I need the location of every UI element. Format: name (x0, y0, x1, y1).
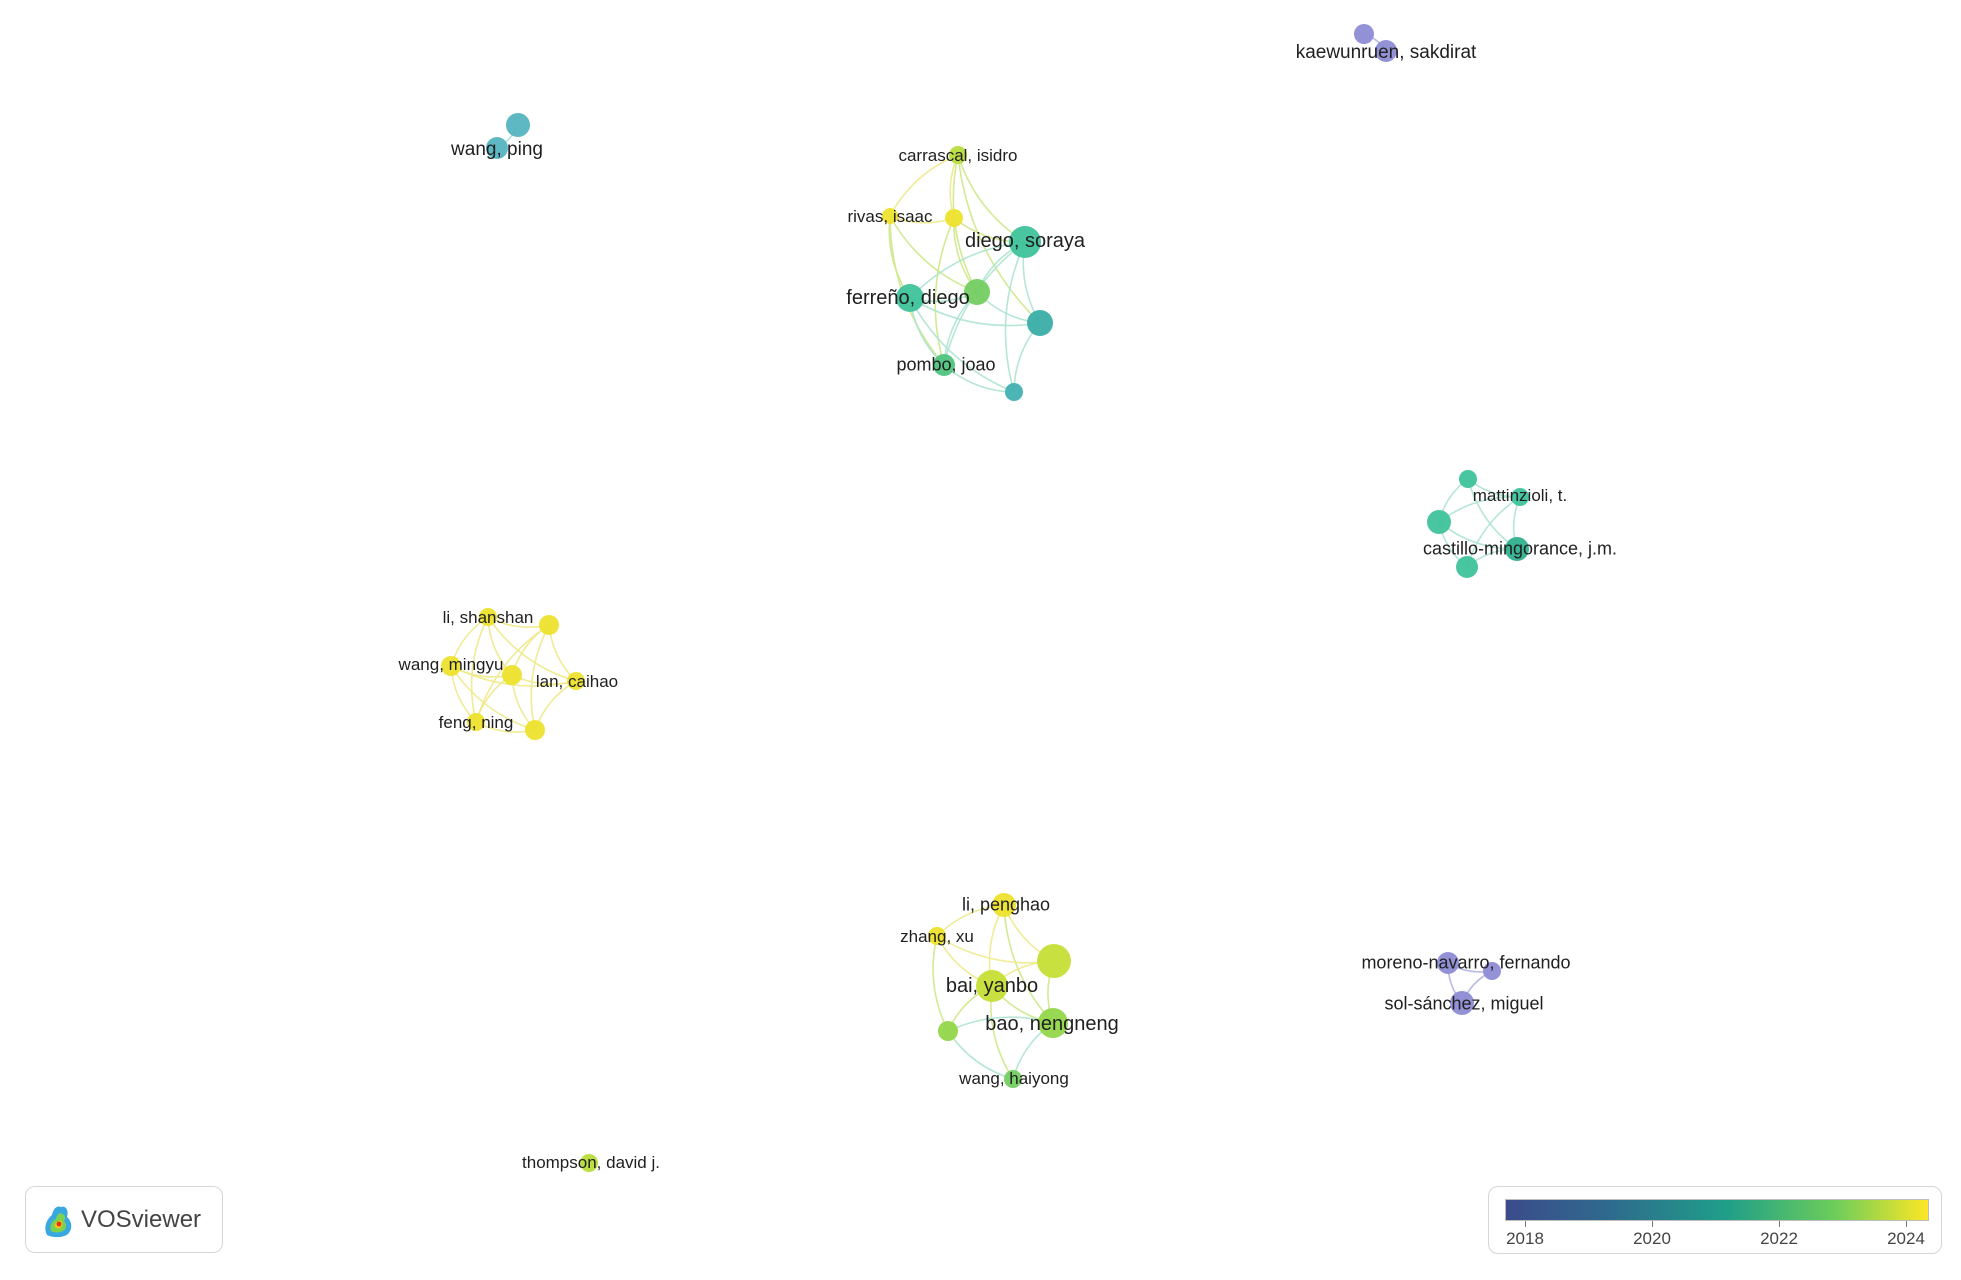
link-carrascal-c1t (957, 154, 1041, 324)
label-baonengneng[interactable]: bao, nengneng (985, 1013, 1118, 1035)
label-carrascal[interactable]: carrascal, isidro (898, 146, 1017, 165)
link-lishanshan-fengning (470, 616, 489, 723)
node-carrascal[interactable] (949, 146, 967, 164)
node-lipenghao[interactable] (992, 893, 1016, 917)
label-wanghaiyong[interactable]: wang, haiyong (958, 1069, 1069, 1088)
link-ferreno-c1s (909, 297, 1015, 393)
scale-label-2022: 2022 (1760, 1229, 1798, 1248)
link-rivas-c1g (889, 215, 978, 293)
node-matt_top[interactable] (1459, 470, 1477, 488)
scale-tick-2018 (1525, 1221, 1526, 1227)
scale-label-2024: 2024 (1887, 1229, 1925, 1248)
node-matt_bot[interactable] (1456, 556, 1478, 578)
label-zhangxu[interactable]: zhang, xu (900, 927, 974, 946)
node-fengning[interactable] (467, 713, 485, 731)
label-mattinzioli[interactable]: mattinzioli, t. (1473, 486, 1567, 505)
label-lipenghao[interactable]: li, penghao (962, 894, 1050, 914)
scale-tick-2022 (1779, 1221, 1780, 1227)
node-y_br[interactable] (525, 720, 545, 740)
node-c1s[interactable] (1005, 383, 1023, 401)
node-lancaihao[interactable] (567, 672, 585, 690)
scale-tick-2020 (1652, 1221, 1653, 1227)
node-c1t[interactable] (1027, 310, 1053, 336)
label-baiyanbo[interactable]: bai, yanbo (946, 975, 1038, 997)
label-lishanshan[interactable]: li, shanshan (443, 608, 534, 627)
node-y_tr[interactable] (539, 615, 559, 635)
year-color-scale: 2018 2020 2022 2024 (1488, 1186, 1942, 1254)
node-wangping2[interactable] (506, 113, 530, 137)
node-mattinzioli[interactable] (1511, 488, 1529, 506)
label-moreno[interactable]: moreno-navarro, fernando (1361, 952, 1570, 972)
label-wangping[interactable]: wang, ping (450, 139, 543, 160)
node-zhangxu[interactable] (928, 927, 946, 945)
node-wangping[interactable] (486, 137, 508, 159)
link-wangmingyu-y_br (450, 665, 536, 731)
link-lishanshan-lancaihao (487, 616, 577, 682)
scale-label-2018: 2018 (1506, 1229, 1544, 1248)
node-ferreno[interactable] (896, 284, 924, 312)
label-ferreno[interactable]: ferreño, diego (846, 287, 969, 309)
nodes-layer (441, 24, 1529, 1172)
label-fengning[interactable]: feng, ning (439, 713, 514, 732)
node-moreno[interactable] (1437, 952, 1459, 974)
link-y_tr-y_br (530, 624, 550, 731)
node-kaew2[interactable] (1354, 24, 1374, 44)
node-g_left[interactable] (938, 1021, 958, 1041)
node-kaewunruen[interactable] (1375, 40, 1397, 62)
node-big_lime[interactable] (1037, 944, 1071, 978)
node-wanghaiyong[interactable] (1004, 1070, 1022, 1088)
vosviewer-logo-badge[interactable]: VOSviewer (25, 1186, 223, 1253)
link-ferreno-c1t (909, 297, 1041, 327)
node-matt_left[interactable] (1427, 510, 1451, 534)
scale-label-2020: 2020 (1633, 1229, 1671, 1248)
node-baonengneng[interactable] (1038, 1008, 1068, 1038)
node-castillo[interactable] (1505, 537, 1529, 561)
node-lishanshan[interactable] (479, 608, 497, 626)
node-c1g[interactable] (964, 279, 990, 305)
label-pombo[interactable]: pombo, joao (896, 354, 995, 374)
link-carrascal-diego (957, 154, 1026, 243)
node-c1y[interactable] (945, 209, 963, 227)
node-solsanchez[interactable] (1450, 991, 1474, 1015)
label-wangmingyu[interactable]: wang, mingyu (398, 655, 504, 674)
link-carrascal-rivas (889, 154, 959, 217)
labels-layer: kaewunruen, sakdirat wang, ping carrascal,… (398, 42, 1617, 1172)
link-zhangxu-g_left (932, 935, 949, 1032)
node-rivas[interactable] (882, 208, 898, 224)
node-pombo[interactable] (933, 354, 955, 376)
vosviewer-logo-icon (45, 1205, 72, 1237)
vosviewer-logo-text: VOSviewer (81, 1205, 202, 1233)
label-diego[interactable]: diego, soraya (965, 230, 1086, 252)
links-layer (450, 33, 1521, 1080)
node-p_small[interactable] (1483, 962, 1501, 980)
node-y_mid[interactable] (502, 665, 522, 685)
label-rivas[interactable]: rivas, isaac (847, 207, 933, 226)
scale-tick-2024 (1906, 1221, 1907, 1227)
node-diego[interactable] (1009, 226, 1041, 258)
node-wangmingyu[interactable] (441, 656, 461, 676)
node-thompson[interactable] (580, 1154, 598, 1172)
color-gradient-bar (1505, 1199, 1929, 1221)
link-c1y-pombo (934, 217, 955, 366)
label-kaewunruen[interactable]: kaewunruen, sakdirat (1296, 42, 1477, 63)
label-lancaihao[interactable]: lan, caihao (536, 672, 618, 691)
label-thompson[interactable]: thompson, david j. (522, 1153, 660, 1172)
label-castillo[interactable]: castillo-mingorance, j.m. (1423, 538, 1617, 558)
node-baiyanbo[interactable] (976, 970, 1008, 1002)
link-diego-c1s (1004, 241, 1026, 393)
label-solsanchez[interactable]: sol-sánchez, miguel (1384, 993, 1543, 1013)
